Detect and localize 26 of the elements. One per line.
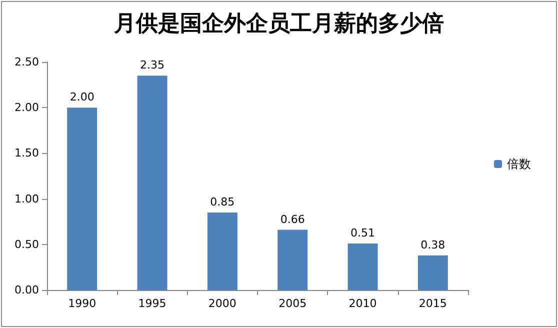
x-tick-label: 2010 [348,297,377,310]
y-tick-label: 0.50 [14,238,39,251]
data-label: 0.66 [280,212,305,226]
x-tick-label: 1990 [68,297,96,310]
legend-label: 倍数 [507,157,531,171]
data-label: 2.00 [70,90,94,104]
bar [418,255,448,290]
bar [137,76,168,290]
x-tick-label: 2005 [278,297,307,310]
x-tick-label: 1995 [138,297,166,310]
bar [348,243,378,290]
data-label: 0.38 [420,238,446,252]
y-tick-label: 2.50 [14,56,39,68]
x-tick-label: 2000 [208,297,236,310]
y-tick-label: 1.50 [14,146,39,160]
y-tick-label: 1.00 [14,192,39,206]
x-tick-label: 2015 [418,297,447,310]
data-label: 2.35 [140,58,164,72]
bar [207,212,238,290]
y-tick-label: 0.00 [14,284,39,296]
chart-title: 月供是国企外企员工月薪的多少倍 [113,12,444,36]
bar [278,230,308,290]
data-label: 0.85 [210,195,235,208]
y-tick-label: 2.00 [14,101,39,114]
bar [67,108,98,290]
data-label: 0.51 [350,226,375,240]
